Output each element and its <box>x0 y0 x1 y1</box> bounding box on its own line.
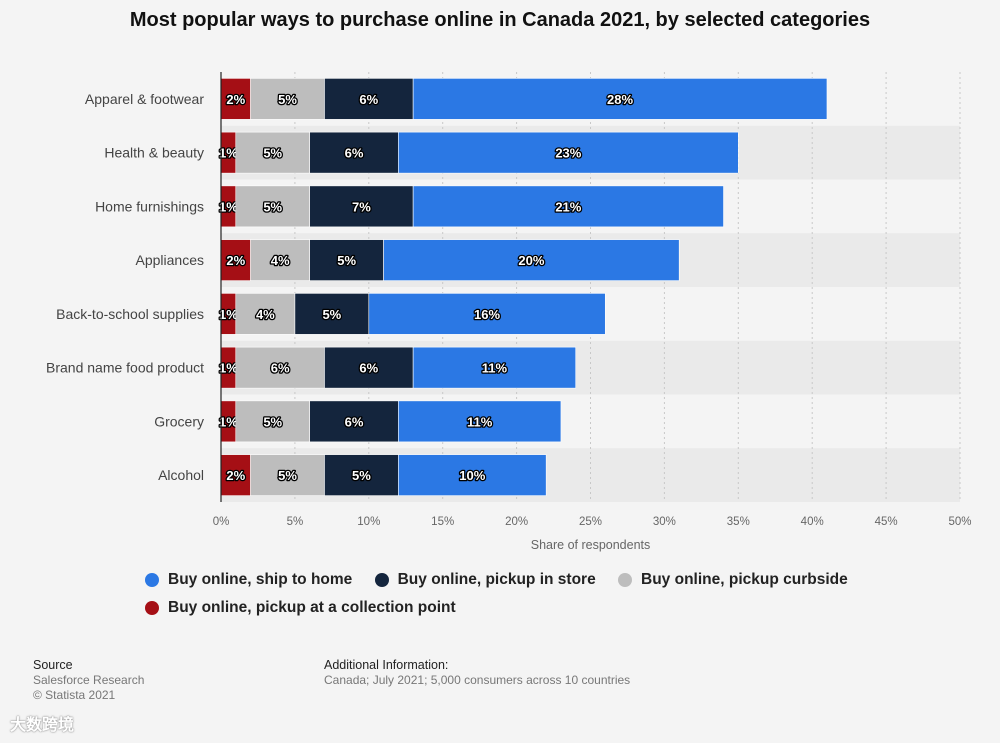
additional-info-heading: Additional Information: <box>324 658 449 672</box>
bar-segment <box>368 293 606 335</box>
bar-segment <box>309 400 399 443</box>
bar-segment <box>398 454 547 496</box>
legend-swatch-pickup-curbside <box>618 573 633 587</box>
bar-segment <box>412 78 828 120</box>
x-tick-label: 15% <box>431 516 454 528</box>
bar-segment <box>398 400 562 443</box>
category-label: Health & beauty <box>104 145 204 161</box>
x-tick-label: 50% <box>948 516 971 528</box>
data-label: 5% <box>278 92 297 107</box>
category-label: Apparel & footwear <box>85 91 204 107</box>
data-label: 5% <box>278 468 297 483</box>
data-label: 2% <box>226 468 245 483</box>
data-label: 6% <box>359 361 378 376</box>
data-label: 4% <box>271 253 290 268</box>
bar-segment <box>250 454 325 496</box>
data-label: 2% <box>226 253 245 268</box>
data-label: 1% <box>219 307 238 322</box>
x-tick-label: 25% <box>579 516 602 528</box>
data-label: 6% <box>345 146 364 161</box>
data-label: 6% <box>271 361 290 376</box>
data-label: 5% <box>263 414 282 429</box>
category-label: Grocery <box>154 413 204 429</box>
legend-item-ship-to-home[interactable]: Buy online, ship to home <box>145 566 352 594</box>
bar-segment <box>250 239 310 281</box>
category-label: Brand name food product <box>46 360 204 376</box>
x-tick-label: 20% <box>505 516 528 528</box>
legend-item-pickup-in-store[interactable]: Buy online, pickup in store <box>374 566 596 594</box>
data-label: 1% <box>219 361 238 376</box>
legend-swatch-collection-point <box>145 601 159 615</box>
bar-segment <box>220 78 251 120</box>
bar-segment <box>412 185 724 228</box>
bar-segment <box>235 131 310 174</box>
additional-info-text: Canada; July 2021; 5,000 consumers acros… <box>324 673 631 687</box>
data-label: 4% <box>256 307 275 322</box>
copyright: © Statista 2021 <box>33 688 116 702</box>
bar-segment <box>220 239 251 281</box>
x-tick-label: 35% <box>727 516 750 528</box>
bar-segment <box>294 293 370 335</box>
data-label: 6% <box>359 92 378 107</box>
legend-swatch-pickup-in-store <box>374 573 389 587</box>
data-label: 10% <box>459 468 485 483</box>
data-label: 1% <box>219 146 238 161</box>
data-label: 7% <box>352 199 371 214</box>
data-label: 1% <box>219 414 238 429</box>
bar-segment <box>309 239 384 281</box>
x-tick-label: 0% <box>213 516 230 528</box>
legend-item-pickup-curbside[interactable]: Buy online, pickup curbside <box>618 566 848 594</box>
data-label: 11% <box>467 414 493 429</box>
data-label: 5% <box>263 199 282 214</box>
bar-segment <box>309 185 414 228</box>
legend-swatch-ship-to-home <box>145 573 159 587</box>
x-axis-title: Share of respondents <box>531 538 651 552</box>
bar-segment <box>383 239 680 281</box>
bar-segment <box>412 346 577 389</box>
source-heading: Source <box>33 658 73 672</box>
bar-segment <box>398 131 739 174</box>
source-block: Source Salesforce Research © Statista 20… <box>33 658 144 703</box>
category-label: Back-to-school supplies <box>56 306 204 322</box>
watermark: 大数跨境 <box>10 717 75 734</box>
data-label: 23% <box>555 146 581 161</box>
data-label: 5% <box>263 146 282 161</box>
category-label: Home furnishings <box>95 198 204 214</box>
x-tick-label: 30% <box>653 516 676 528</box>
data-label: 11% <box>482 361 508 376</box>
data-label: 2% <box>226 92 245 107</box>
legend-label: Buy online, pickup at a collection point <box>168 599 456 616</box>
data-label: 21% <box>555 199 581 214</box>
data-label: 5% <box>352 468 371 483</box>
additional-info-block: Additional Information: Canada; July 202… <box>324 658 630 688</box>
bar-segment <box>324 78 414 120</box>
data-label: 5% <box>337 253 356 268</box>
data-label: 1% <box>219 199 238 214</box>
x-tick-label: 40% <box>801 516 824 528</box>
x-tick-label: 45% <box>875 516 898 528</box>
chart-title: Most popular ways to purchase online in … <box>129 9 871 31</box>
legend-label: Buy online, pickup curbside <box>641 571 848 588</box>
legend-label: Buy online, pickup in store <box>397 571 596 588</box>
data-label: 28% <box>607 92 633 107</box>
bar-segment <box>235 400 310 443</box>
category-label: Alcohol <box>158 467 204 483</box>
bar-segment <box>309 131 399 174</box>
data-label: 5% <box>322 307 341 322</box>
source-name[interactable]: Salesforce Research <box>33 673 145 687</box>
bar-segment <box>324 346 414 389</box>
data-label: 6% <box>345 414 364 429</box>
category-label: Appliances <box>136 252 205 268</box>
bar-segment <box>250 78 325 120</box>
data-label: 20% <box>518 253 544 268</box>
data-label: 16% <box>474 307 500 322</box>
legend-label: Buy online, ship to home <box>168 571 353 588</box>
legend-item-collection-point[interactable]: Buy online, pickup at a collection point <box>145 594 456 622</box>
x-tick-label: 10% <box>357 516 380 528</box>
x-tick-label: 5% <box>287 516 304 528</box>
chart-legend: Buy online, ship to home Buy online, pic… <box>145 566 905 622</box>
